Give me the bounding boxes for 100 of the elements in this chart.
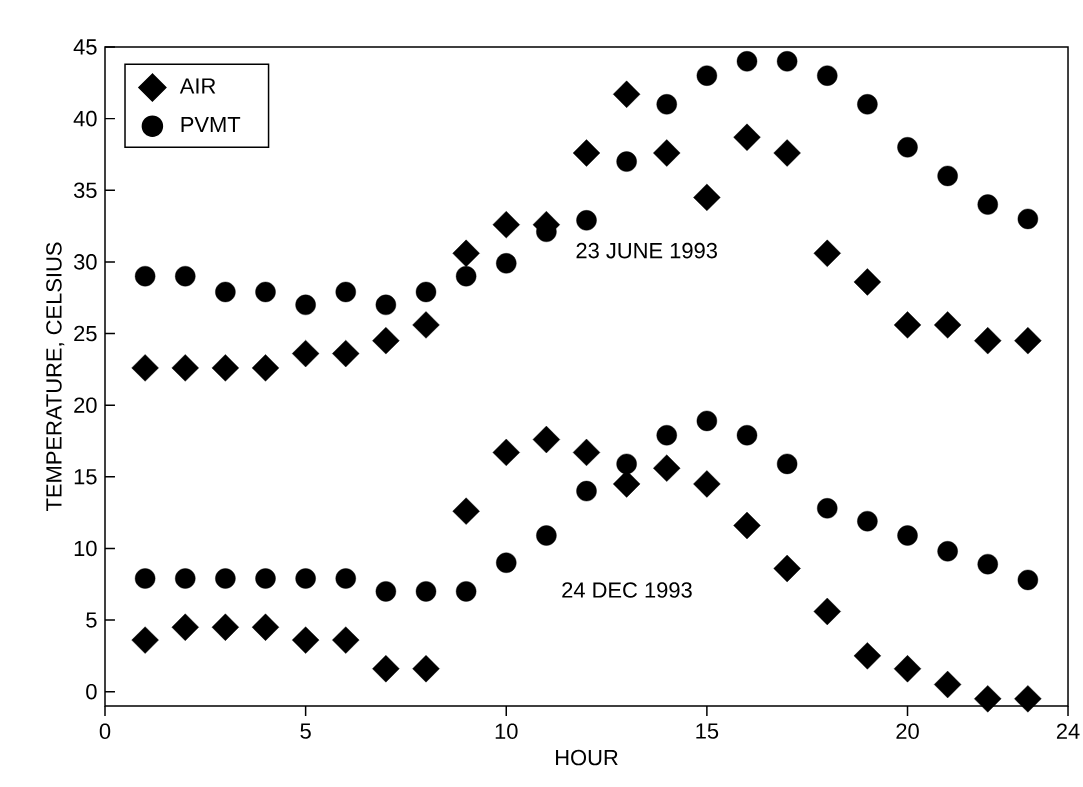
- point: [893, 311, 922, 339]
- point: [452, 239, 480, 267]
- point: [215, 568, 236, 589]
- y-tick-label: 45: [73, 39, 97, 55]
- point: [134, 568, 156, 589]
- point: [211, 613, 240, 641]
- y-tick-label: 35: [73, 182, 97, 199]
- x-tick-label: 15: [696, 723, 719, 739]
- y-tick-label: 20: [74, 397, 97, 413]
- point: [335, 568, 356, 589]
- point: [736, 425, 758, 446]
- point: [1014, 685, 1042, 713]
- point: [817, 65, 838, 86]
- point: [496, 253, 517, 274]
- point: [171, 613, 199, 641]
- y-tick-label: 25: [74, 325, 97, 342]
- x-tick-label: 10: [495, 723, 518, 739]
- point: [776, 453, 798, 475]
- point: [255, 281, 276, 303]
- point: [251, 354, 280, 382]
- point: [375, 294, 397, 316]
- point: [295, 294, 316, 316]
- y-tick-label: 10: [74, 540, 97, 557]
- point: [576, 480, 597, 502]
- annotation: 23 JUNE 1993: [576, 242, 717, 259]
- point: [736, 51, 758, 72]
- x-tick-label: 20: [896, 723, 919, 739]
- point: [131, 626, 159, 654]
- point: [255, 568, 276, 589]
- point: [175, 568, 196, 589]
- point: [171, 354, 199, 382]
- point: [776, 51, 798, 72]
- point: [492, 211, 520, 239]
- point: [372, 327, 400, 355]
- point: [576, 210, 597, 231]
- point: [696, 65, 718, 86]
- point: [653, 454, 681, 482]
- y-tick-label: 5: [86, 612, 97, 628]
- point: [291, 626, 320, 654]
- point: [733, 511, 761, 540]
- point: [1017, 208, 1039, 230]
- legend-label: AIR: [179, 78, 216, 94]
- point: [572, 438, 601, 467]
- point: [332, 626, 360, 654]
- point: [616, 151, 637, 172]
- point: [492, 438, 520, 467]
- x-tick-label: 0: [99, 723, 111, 739]
- point: [934, 670, 962, 699]
- point: [496, 552, 517, 573]
- point: [455, 581, 477, 602]
- point: [455, 266, 477, 287]
- legend-label: PVMT: [181, 116, 241, 133]
- point: [375, 581, 397, 602]
- point: [372, 655, 400, 683]
- point: [656, 425, 677, 446]
- point: [291, 339, 320, 368]
- x-axis-title: HOUR: [556, 749, 618, 766]
- point: [332, 339, 360, 368]
- point: [412, 655, 440, 683]
- point: [412, 311, 440, 339]
- point: [897, 137, 918, 158]
- point: [251, 613, 280, 641]
- point: [335, 281, 356, 303]
- point: [211, 354, 240, 382]
- point: [813, 239, 841, 267]
- point: [773, 139, 801, 167]
- point: [215, 281, 236, 303]
- point: [696, 410, 718, 432]
- point: [773, 554, 801, 583]
- point: [653, 139, 681, 167]
- point: [616, 453, 637, 475]
- point: [536, 525, 557, 546]
- y-tick-label: 15: [74, 469, 97, 485]
- point: [175, 266, 196, 287]
- point: [613, 80, 641, 108]
- point: [415, 281, 437, 303]
- point: [937, 165, 958, 187]
- point: [295, 568, 316, 589]
- point: [572, 139, 601, 167]
- y-tick-label: 0: [86, 683, 97, 700]
- x-tick-label: 5: [300, 723, 311, 739]
- point: [857, 94, 878, 115]
- y-tick-label: 30: [73, 254, 97, 270]
- point: [1014, 327, 1042, 355]
- point: [693, 470, 721, 498]
- point: [897, 525, 918, 546]
- point: [1017, 569, 1039, 591]
- point: [893, 655, 922, 683]
- point: [853, 642, 882, 670]
- y-tick-label: 40: [73, 110, 97, 127]
- point: [934, 311, 962, 339]
- point: [977, 553, 998, 575]
- point: [134, 266, 156, 287]
- point: [853, 268, 882, 296]
- point: [974, 327, 1002, 355]
- point: [693, 183, 721, 212]
- point: [415, 581, 437, 602]
- point: [656, 94, 677, 115]
- point: [817, 498, 838, 519]
- point: [977, 194, 998, 215]
